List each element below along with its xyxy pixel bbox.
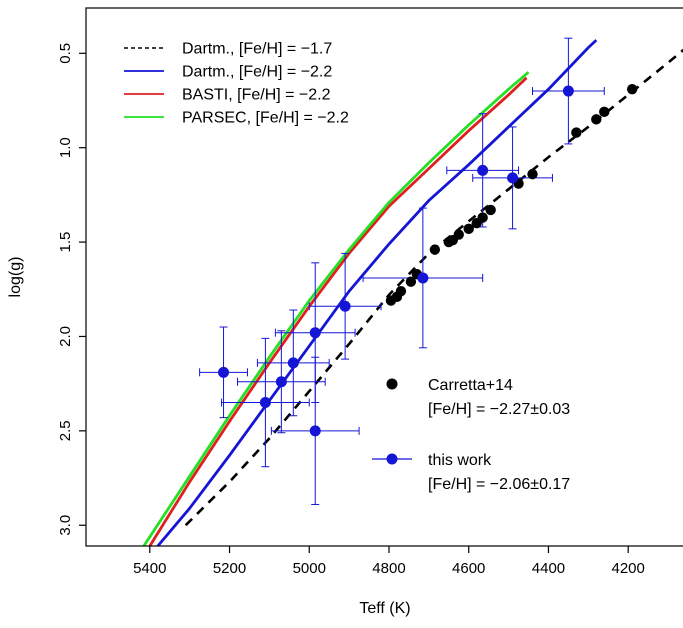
this-work-point xyxy=(275,376,287,388)
x-tick-label: 4800 xyxy=(372,560,405,577)
legend-label: Dartm., [Fe/H] = −2.2 xyxy=(182,64,332,81)
y-tick-label: 0.5 xyxy=(57,43,74,64)
isochrone-line-2 xyxy=(156,39,598,546)
x-tick-label: 5400 xyxy=(133,560,166,577)
points-legend: Carretta+14 [Fe/H] = −2.27±0.03 this work [… xyxy=(372,377,570,493)
this-work-point xyxy=(417,272,429,284)
carretta-point xyxy=(485,204,496,216)
data-points xyxy=(218,83,638,437)
carretta-point xyxy=(591,114,602,125)
this-work-point xyxy=(259,397,271,409)
x-tick-label: 4600 xyxy=(452,560,485,577)
x-tick-label: 5200 xyxy=(213,560,246,577)
legend-carretta-feh: [Fe/H] = −2.27±0.03 xyxy=(428,401,570,418)
carretta-point xyxy=(405,276,417,287)
carretta-point xyxy=(463,223,474,235)
this-work-point xyxy=(339,300,351,312)
x-tick-label: 4200 xyxy=(611,560,644,577)
y-tick-label: 2.0 xyxy=(57,326,74,347)
legend-label: Dartm., [Fe/H] = −1.7 xyxy=(182,41,332,58)
carretta-point xyxy=(429,244,441,255)
carretta-point xyxy=(571,127,582,138)
this-work-point xyxy=(477,164,489,176)
x-axis-label: Teff (K) xyxy=(359,600,410,617)
legend-carretta-marker xyxy=(386,378,398,390)
legend-this-work-marker xyxy=(386,453,398,465)
legend-label: PARSEC, [Fe/H] = −2.2 xyxy=(182,110,349,127)
carretta-point xyxy=(443,236,454,248)
legend-label: BASTI, [Fe/H] = −2.2 xyxy=(182,87,331,104)
x-tick-label: 4400 xyxy=(532,560,565,577)
error-bars xyxy=(199,37,605,505)
this-work-point xyxy=(507,172,519,184)
y-tick-label: 1.0 xyxy=(57,137,74,158)
this-work-point xyxy=(309,425,321,437)
x-tick-label: 5000 xyxy=(293,560,326,577)
carretta-point xyxy=(599,106,610,118)
this-work-point xyxy=(287,357,299,369)
this-work-point xyxy=(309,327,321,339)
y-axis-label: log(g) xyxy=(7,257,24,298)
carretta-point xyxy=(626,83,638,95)
y-tick-label: 3.0 xyxy=(57,515,74,536)
carretta-point xyxy=(471,218,482,229)
this-work-point xyxy=(562,85,574,97)
y-tick-label: 1.5 xyxy=(57,232,74,253)
isochrone-line-4 xyxy=(142,71,530,546)
legend: Dartm., [Fe/H] = −1.7 Dartm., [Fe/H] = −2… xyxy=(124,41,349,127)
legend-this-work-feh: [Fe/H] = −2.06±0.17 xyxy=(428,476,570,493)
y-axis: 0.5 1.0 1.5 2.0 2.5 3.0 xyxy=(57,43,86,536)
x-axis: 5400 5200 5000 4800 4600 4400 4200 xyxy=(133,546,645,577)
carretta-point xyxy=(385,295,397,306)
y-tick-label: 2.5 xyxy=(57,420,74,441)
legend-carretta-label: Carretta+14 xyxy=(428,377,513,394)
legend-this-work-label: this work xyxy=(428,452,492,469)
carretta-point xyxy=(527,168,538,180)
plot-frame xyxy=(85,7,683,547)
this-work-point xyxy=(218,366,230,378)
